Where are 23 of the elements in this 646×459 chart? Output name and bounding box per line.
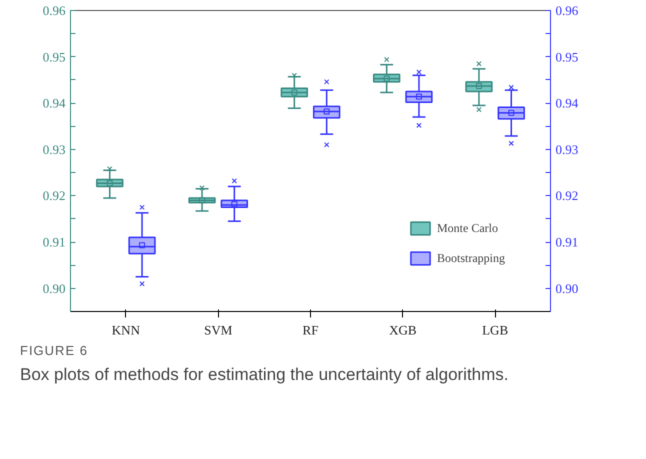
- y-tick-label: 0.91: [42, 234, 66, 250]
- legend-label: Monte Carlo: [437, 220, 498, 236]
- x-tick-label: RF: [302, 322, 318, 338]
- x-tick-label: XGB: [389, 322, 417, 338]
- y2-tick-label: 0.90: [556, 280, 578, 296]
- y2-tick-label: 0.94: [556, 96, 579, 111]
- text: Box plots of methods for estimating the uncertainty of algorithms.: [20, 364, 509, 386]
- x-tick-label: KNN: [112, 322, 141, 338]
- y-tick-label: 0.96: [42, 3, 66, 18]
- y2-tick-label: 0.93: [556, 142, 578, 157]
- y2-tick-label: 0.91: [556, 234, 578, 250]
- y-tick-label: 0.92: [42, 188, 66, 204]
- y-tick-label: 0.95: [42, 49, 66, 64]
- y-tick-label: 0.90: [42, 280, 66, 296]
- x-tick-label: LGB: [482, 322, 508, 338]
- y-tick-label: 0.93: [42, 142, 66, 157]
- y2-tick-label: 0.95: [556, 49, 578, 64]
- y-tick-label: 0.94: [42, 96, 66, 111]
- y2-tick-label: 0.96: [556, 3, 579, 18]
- y2-tick-label: 0.92: [556, 188, 578, 204]
- caption: FIGURE 6: [20, 342, 88, 360]
- legend-label: Bootstrapping: [437, 250, 505, 266]
- x-tick-label: SVM: [204, 322, 233, 338]
